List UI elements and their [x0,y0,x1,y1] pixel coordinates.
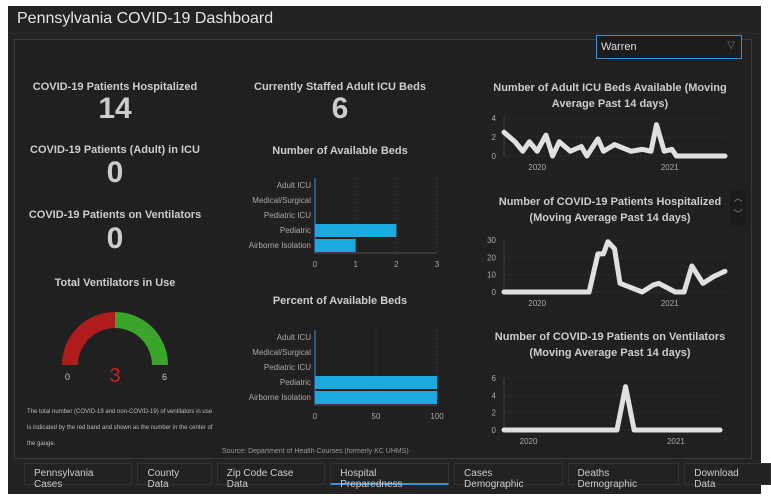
bar-chart-2-title: Percent of Available Beds [272,295,408,307]
tab-cases-demographic[interactable]: Cases Demographic [454,463,563,490]
y-tick-label: 6 [492,374,497,383]
category-label: Medical/Surgical [252,196,311,205]
x-tick-label: 2 [394,260,399,269]
ventilator-patients-value: 0 [106,222,124,255]
category-label: Airborne Isolation [249,393,311,402]
y-tick-label: 10 [487,271,496,280]
dashboard: Pennsylvania COVID-19 Dashboard [8,6,761,494]
bar [315,376,437,389]
y-tick-label: 0 [492,426,497,435]
line-chart-3-title: Number of COVID-19 Patients on Ventilato… [494,331,726,359]
tab-hospital-preparedness[interactable]: Hospital Preparedness [330,463,450,490]
category-label: Pediatric [280,378,311,387]
line-chart-2-title: Number of COVID-19 Patients Hospitalized… [498,196,722,224]
chevron-up-icon[interactable]: ︿ [733,193,743,203]
x-tick-label: 2021 [667,437,685,446]
ventilators-line-chart: 0 2 4 6 2020 2021 [492,374,725,446]
tab-pennsylvania-cases[interactable]: Pennsylvania Cases [24,463,133,490]
category-label: Pediatric ICU [264,211,311,220]
data-line [501,384,723,433]
x-tick-label: 100 [430,412,444,421]
category-label: Pediatric ICU [264,363,311,372]
y-tick-label: 0 [492,152,497,161]
tab-bar: Pennsylvania Cases County Data Zip Code Ca… [24,463,771,490]
percent-beds-chart: 0 50 100 Adult ICU Medical/Surgical Pediatric… [249,330,444,421]
y-tick-label: 30 [487,236,496,245]
ventilator-patients-label: COVID-19 Patients on Ventilators [28,209,202,221]
county-select[interactable]: Warren ▽ [596,35,742,59]
data-line [501,122,728,159]
bar [315,391,437,404]
gauge-note: The total number (COVID-19 and non-COVID… [27,409,213,447]
divider [8,33,761,34]
category-label: Airborne Isolation [249,241,311,250]
category-label: Adult ICU [277,333,311,342]
line-chart-1-title: Number of Adult ICU Beds Available (Movi… [493,82,727,110]
chevron-down-icon: ▽ [727,40,735,51]
y-tick-label: 0 [492,288,497,297]
y-tick-label: 2 [492,409,497,418]
icu-patients-label: COVID-19 Patients (Adult) in ICU [30,144,200,156]
x-tick-label: 0 [313,412,318,421]
county-select-value: Warren [601,41,637,53]
x-tick-label: 2020 [528,163,546,172]
chevron-down-icon[interactable]: ﹀ [733,209,743,219]
gauge-used-band [62,312,115,365]
tab-zip-code-case-data[interactable]: Zip Code Case Data [216,463,326,490]
gauge-free-band [115,312,168,365]
icu-beds-line-chart: 0 2 4 2020 2021 [492,114,728,172]
category-label: Medical/Surgical [252,348,311,357]
tab-deaths-demographic[interactable]: Deaths Demographic [567,463,680,490]
icu-patients-value: 0 [106,156,124,189]
hospitalized-value: 14 [98,92,132,125]
x-tick-label: 0 [313,260,318,269]
staffed-icu-value: 6 [331,92,349,125]
available-beds-chart: 0 1 2 3 Adult ICU Medical/Surgical Pediatric I… [249,178,440,269]
gauge-value: 3 [109,365,120,387]
x-tick-label: 3 [435,260,440,269]
tab-county-data[interactable]: County Data [137,463,212,490]
gauge-title: Total Ventilators in Use [54,277,176,289]
y-tick-label: 4 [492,391,497,400]
bar-chart-1-title: Number of Available Beds [272,145,408,157]
hospitalized-line-chart: 0 10 20 30 2020 2021 [487,236,728,308]
category-label: Pediatric [280,226,311,235]
x-tick-label: 2021 [661,299,679,308]
page-title: Pennsylvania COVID-19 Dashboard [17,10,274,27]
hospitalized-label: COVID-19 Patients Hospitalized [32,81,198,93]
x-tick-label: 2020 [520,437,538,446]
source-note: Source: Department of Health Courses (fo… [222,448,409,455]
x-tick-label: 2020 [528,299,546,308]
y-tick-label: 4 [492,114,497,123]
data-line [501,239,728,295]
y-tick-label: 2 [492,133,497,142]
tab-download-data[interactable]: Download Data [684,463,771,490]
x-tick-label: 1 [353,260,358,269]
gauge-min: 0 [65,372,70,382]
category-label: Adult ICU [277,181,311,190]
bar [315,224,397,237]
ventilator-gauge: 0 6 3 [62,312,168,387]
x-tick-label: 2021 [661,163,679,172]
bar [315,239,356,252]
staffed-icu-label: Currently Staffed Adult ICU Beds [254,81,426,93]
gauge-max: 6 [162,372,167,382]
panel-scroll-buttons[interactable]: ︿ ﹀ [730,190,746,226]
y-tick-label: 20 [487,253,496,262]
x-tick-label: 50 [372,412,381,421]
